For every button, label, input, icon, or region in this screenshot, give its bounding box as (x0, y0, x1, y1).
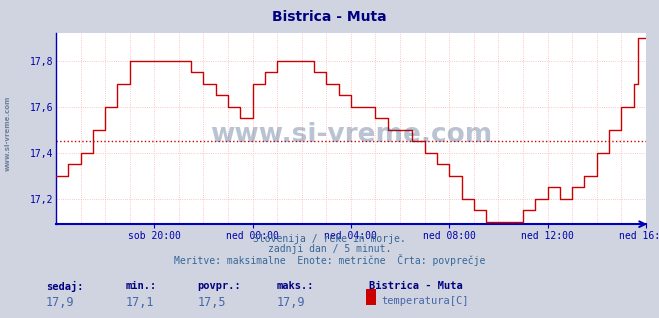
Text: Bistrica - Muta: Bistrica - Muta (272, 10, 387, 24)
Text: povpr.:: povpr.: (198, 281, 241, 291)
Text: sedaj:: sedaj: (46, 281, 84, 293)
Text: temperatura[C]: temperatura[C] (381, 296, 469, 306)
Text: zadnji dan / 5 minut.: zadnji dan / 5 minut. (268, 244, 391, 254)
Text: 17,9: 17,9 (277, 296, 305, 309)
Text: Meritve: maksimalne  Enote: metrične  Črta: povprečje: Meritve: maksimalne Enote: metrične Črta… (174, 254, 485, 266)
Text: www.si-vreme.com: www.si-vreme.com (5, 96, 11, 171)
Text: 17,5: 17,5 (198, 296, 226, 309)
Text: Bistrica - Muta: Bistrica - Muta (369, 281, 463, 291)
Text: Slovenija / reke in morje.: Slovenija / reke in morje. (253, 234, 406, 244)
Text: maks.:: maks.: (277, 281, 314, 291)
Text: min.:: min.: (125, 281, 156, 291)
Text: www.si-vreme.com: www.si-vreme.com (210, 121, 492, 148)
Text: 17,9: 17,9 (46, 296, 74, 309)
Text: 17,1: 17,1 (125, 296, 154, 309)
